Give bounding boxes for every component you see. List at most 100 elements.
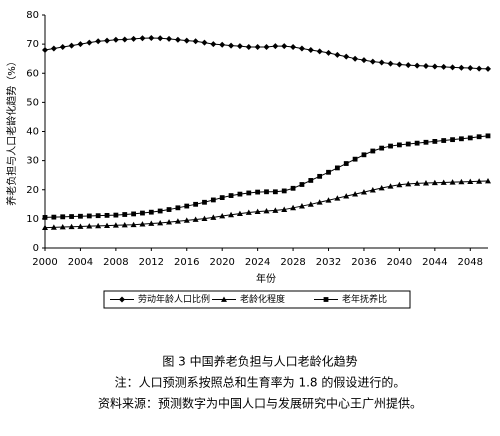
data-point <box>50 45 57 52</box>
y-tick-label: 50 <box>26 97 39 108</box>
data-point <box>121 221 128 228</box>
data-point <box>343 193 350 199</box>
y-tick-label: 60 <box>26 68 39 79</box>
data-point <box>86 213 92 219</box>
data-point <box>414 180 421 186</box>
data-point <box>68 42 75 49</box>
data-point <box>485 178 491 184</box>
data-point <box>343 161 349 166</box>
x-tick-label: 2008 <box>103 257 128 268</box>
data-point <box>458 178 465 185</box>
data-point <box>308 178 314 183</box>
data-point <box>113 212 119 218</box>
data-point <box>255 189 261 195</box>
x-tick-label: 2000 <box>32 257 57 268</box>
data-point <box>245 44 252 51</box>
data-point <box>69 214 74 219</box>
x-tick-label: 2016 <box>174 257 199 268</box>
data-point <box>201 215 208 221</box>
data-point <box>467 65 474 72</box>
data-point <box>263 44 270 51</box>
data-point <box>148 220 155 226</box>
data-point <box>281 188 287 194</box>
data-point <box>157 208 163 214</box>
data-point <box>86 39 93 46</box>
legend-box <box>103 290 411 309</box>
data-point <box>131 211 136 217</box>
data-point <box>193 201 199 207</box>
data-point <box>166 35 173 42</box>
data-point <box>112 36 119 43</box>
data-point <box>423 139 429 145</box>
data-point <box>59 224 66 230</box>
data-point <box>86 223 93 229</box>
data-point <box>334 195 341 201</box>
data-point <box>219 41 226 48</box>
data-point <box>272 43 279 50</box>
data-point <box>210 214 217 220</box>
data-point <box>458 64 465 71</box>
caption: 资料来源：预测数字为中国人口与发展研究中心王广州提供。 <box>98 396 422 411</box>
data-point <box>476 134 482 140</box>
data-point <box>104 212 110 218</box>
data-point <box>236 210 243 217</box>
data-point <box>299 182 305 187</box>
legend-label: 劳动年龄人口比例 <box>138 293 210 305</box>
data-point <box>122 212 128 217</box>
x-tick-label: 2036 <box>351 257 376 268</box>
data-point <box>201 39 208 46</box>
legend-marker <box>221 296 227 302</box>
data-point <box>77 41 84 48</box>
data-point <box>219 212 226 219</box>
data-point <box>369 187 376 193</box>
data-point <box>316 48 323 55</box>
data-point <box>405 141 411 147</box>
data-point <box>166 207 172 212</box>
data-point <box>307 201 314 207</box>
data-point <box>307 46 314 53</box>
data-point <box>431 179 438 186</box>
data-point <box>183 217 190 223</box>
data-point <box>325 197 332 203</box>
data-point <box>440 63 447 70</box>
data-point <box>387 60 394 67</box>
y-tick-label: 40 <box>26 127 39 138</box>
data-point <box>397 142 402 148</box>
data-point <box>485 133 491 139</box>
data-point <box>130 35 137 42</box>
data-point <box>378 59 385 66</box>
y-axis-label: 养老负担与人口老龄化趋势（%） <box>5 56 18 206</box>
data-point <box>210 197 216 203</box>
data-point <box>467 135 473 141</box>
data-point <box>139 35 146 42</box>
data-point <box>369 58 376 65</box>
data-point <box>246 190 252 196</box>
data-point <box>361 152 367 158</box>
caption: 注：人口预测系按照总和生育率为 1.8 的假设进行的。 <box>115 375 406 390</box>
data-point <box>42 224 48 231</box>
data-point <box>334 165 340 171</box>
data-point <box>334 51 341 58</box>
data-point <box>140 210 145 216</box>
data-point <box>148 209 154 215</box>
data-point <box>175 205 181 211</box>
series-line <box>44 180 489 229</box>
data-point <box>449 64 456 71</box>
data-point <box>326 169 331 175</box>
x-tick-label: 2020 <box>209 257 234 268</box>
data-point <box>378 185 385 191</box>
series-line <box>44 135 489 218</box>
y-tick-label: 70 <box>26 39 39 50</box>
data-point <box>184 203 190 209</box>
data-point <box>121 36 128 43</box>
data-point <box>290 44 297 51</box>
data-point <box>422 180 429 186</box>
data-point <box>95 222 102 229</box>
data-point <box>343 53 350 60</box>
data-point <box>272 189 278 195</box>
data-point <box>290 204 297 211</box>
data-point <box>298 45 305 52</box>
data-point <box>405 180 412 187</box>
data-point <box>245 209 252 215</box>
